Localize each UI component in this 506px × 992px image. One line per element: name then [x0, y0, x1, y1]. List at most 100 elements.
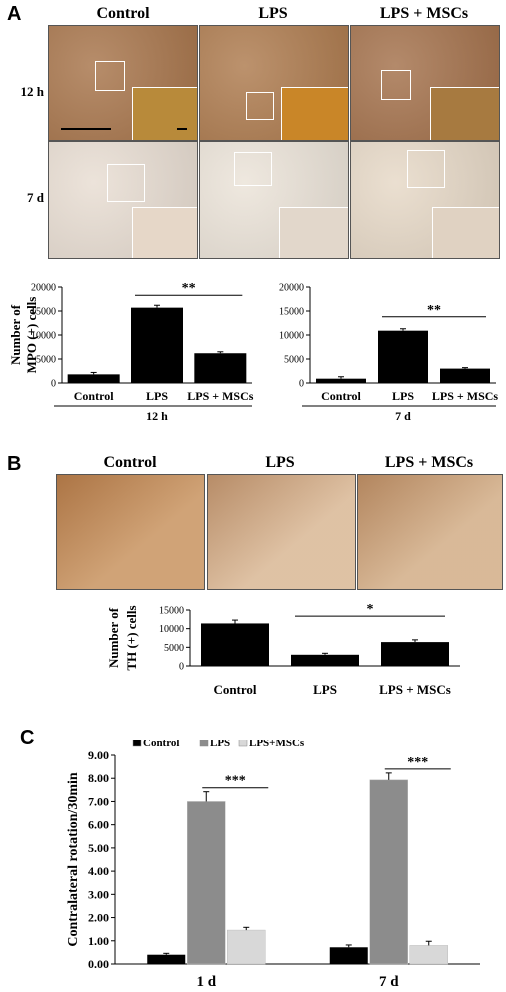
rotation-chart: 0.00 1.00 2.00 3.00 4.00 5.00 6.00 7.00 8.00 9.00… [66, 740, 480, 990]
y-axis-label: TH (+) cells [124, 605, 139, 670]
micrograph-12h-lps-mscs [350, 25, 500, 141]
bar [201, 623, 269, 666]
bar-lps [369, 779, 408, 965]
legend-label: LPS [210, 740, 230, 749]
y-tick-label: 3.00 [88, 887, 109, 901]
panel-b-chart-area: 0 5000 10000 15000 Control LPS LPS + MSCs * Numb… [106, 602, 460, 697]
y-tick-label: 20000 [31, 283, 56, 294]
panel-a-col-control: Control [96, 5, 150, 22]
y-axis-label: Number of [8, 304, 23, 365]
category-label: 1 d [196, 974, 216, 990]
roi-box [234, 152, 272, 186]
category-label: Control [321, 389, 361, 403]
y-tick-label: 7.00 [88, 794, 109, 808]
category-label: 7 d [379, 974, 399, 990]
y-axis-label: MPO (+) cells [24, 297, 39, 374]
y-tick-label: 4.00 [88, 864, 109, 878]
th-chart: 0 5000 10000 15000 Control LPS LPS + MSCs * Numb… [106, 602, 460, 697]
micrograph-th-lps [207, 474, 356, 590]
legend-label: Control [143, 740, 179, 749]
scale-bar [61, 128, 111, 130]
panel-a-letter: A [7, 3, 22, 25]
category-label: Control [74, 389, 114, 403]
category-label: LPS [146, 389, 168, 403]
y-tick-label: 5.00 [88, 841, 109, 855]
micrograph-th-lps-mscs [357, 474, 503, 590]
micrograph-7d-control [48, 141, 198, 259]
category-label: LPS + MSCs [432, 389, 499, 403]
significance-label: *** [225, 774, 246, 789]
significance-label: ** [427, 303, 441, 318]
category-label: LPS + MSCs [187, 389, 254, 403]
bar [194, 353, 247, 383]
y-tick-label: 6.00 [88, 818, 109, 832]
zoom-inset [279, 207, 348, 258]
micrograph-12h-lps [199, 25, 349, 141]
significance-label: *** [407, 755, 428, 770]
panel-b-col-control: Control [103, 454, 157, 471]
roi-box [407, 150, 445, 188]
bar [291, 654, 359, 666]
y-tick-label: 0 [299, 379, 304, 390]
zoom-inset [132, 87, 197, 140]
micrograph-12h-control [48, 25, 198, 141]
group-label: 7 d [395, 409, 411, 423]
bar-control [329, 947, 368, 964]
panel-b-col-lps: LPS [265, 454, 295, 471]
zoom-inset [281, 87, 348, 140]
bar-lps [187, 801, 226, 965]
y-axis-label: Contralateral rotation/30min [66, 772, 81, 947]
legend-swatch [132, 740, 142, 747]
category-label: LPS + MSCs [379, 682, 451, 697]
y-tick-label: 5000 [164, 643, 184, 654]
y-tick-label: 5000 [284, 355, 304, 366]
significance-label: ** [182, 281, 196, 296]
panel-a-col-lps: LPS [258, 5, 288, 22]
y-tick-label: 0 [179, 662, 184, 673]
y-tick-label: 10000 [159, 624, 184, 635]
legend-swatch [199, 740, 209, 747]
y-tick-label: 15000 [31, 307, 56, 318]
panel-c-letter: C [20, 727, 35, 749]
y-tick-label: 15000 [159, 606, 184, 617]
panel-a-charts: 0 5000 10000 15000 20000 Control LPS LPS + MSCs… [8, 281, 498, 424]
significance-label: * [367, 602, 374, 617]
y-tick-label: 2.00 [88, 911, 109, 925]
bar-lps-mscs [227, 929, 266, 965]
inset-scale-bar [177, 128, 187, 130]
bar [131, 307, 183, 383]
roi-box [246, 92, 274, 120]
micrograph-th-control [56, 474, 205, 590]
y-tick-label: 10000 [31, 331, 56, 342]
panel-c-chart-area: 0.00 1.00 2.00 3.00 4.00 5.00 6.00 7.00 8.00 9.00… [66, 740, 480, 990]
category-label: LPS [392, 389, 414, 403]
y-tick-label: 5000 [36, 355, 56, 366]
y-tick-label: 8.00 [88, 771, 109, 785]
mpo-7d-chart: 0 5000 10000 15000 20000 Control LPS LPS + MSCs… [279, 283, 498, 424]
roi-box [381, 70, 411, 100]
y-tick-label: 0 [51, 379, 56, 390]
category-label: Control [213, 682, 256, 697]
bar [316, 378, 366, 383]
category-label: LPS [313, 682, 337, 697]
zoom-inset [132, 207, 197, 258]
mpo-12h-chart: 0 5000 10000 15000 20000 Control LPS LPS + MSCs… [8, 281, 254, 423]
group-label: 12 h [146, 409, 168, 423]
roi-box [95, 61, 125, 91]
panel-a-row-12h: 12 h [20, 84, 44, 99]
zoom-inset [432, 207, 499, 258]
bar [440, 368, 490, 383]
zoom-inset [430, 87, 499, 140]
roi-box [107, 164, 145, 202]
y-axis-label: Number of [106, 607, 121, 668]
y-tick-label: 15000 [279, 307, 304, 318]
panel-a-col-lps-mscs: LPS + MSCs [379, 5, 469, 22]
bar-control [147, 954, 186, 964]
micrograph-7d-lps [199, 141, 349, 259]
panel-b-letter: B [7, 453, 22, 475]
panel-a-row-7d: 7 d [27, 190, 44, 205]
y-tick-label: 20000 [279, 283, 304, 294]
panel-b-col-lps-mscs: LPS + MSCs [384, 454, 474, 471]
bar [381, 642, 449, 666]
legend-swatch [238, 740, 248, 747]
